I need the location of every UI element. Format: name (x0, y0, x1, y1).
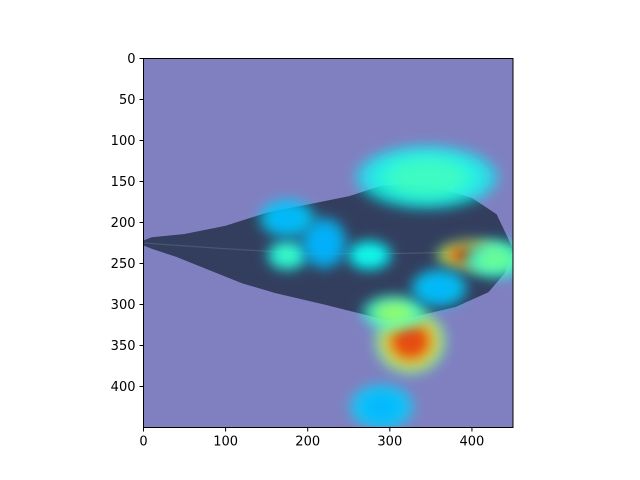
x-axis: 0 100 200 300 400 (139, 427, 485, 450)
heatmap-hotspot (463, 239, 513, 280)
axes-frame (143, 58, 514, 428)
heatmap-hotspot (345, 239, 393, 272)
heatmap-hotspot (354, 144, 500, 211)
heatmap-hotspot (266, 239, 309, 272)
heatmap-hotspot (348, 383, 415, 428)
y-tick-label: 50 (119, 93, 136, 108)
y-tick-label: 100 (111, 134, 136, 149)
x-tick-label: 200 (295, 435, 320, 450)
y-tick-label: 400 (111, 380, 136, 395)
plot-area (143, 58, 513, 428)
x-tick-label: 0 (139, 435, 147, 450)
x-tick-label: 100 (213, 435, 238, 450)
heatmap-hotspot (361, 294, 427, 332)
y-tick-label: 150 (111, 175, 136, 190)
y-tick-label: 350 (111, 339, 136, 354)
x-tick-label: 400 (460, 435, 485, 450)
y-tick-label: 300 (111, 298, 136, 313)
heatmap-hotspot (410, 268, 469, 308)
y-axis: 0 50 100 150 200 250 300 350 400 (111, 52, 144, 395)
y-tick-label: 0 (127, 52, 135, 67)
y-tick-label: 200 (111, 216, 136, 231)
heatmap-hotspot (300, 216, 348, 270)
x-tick-label: 300 (377, 435, 402, 450)
y-tick-label: 250 (111, 257, 136, 272)
heatmap-hotspot (258, 198, 317, 239)
